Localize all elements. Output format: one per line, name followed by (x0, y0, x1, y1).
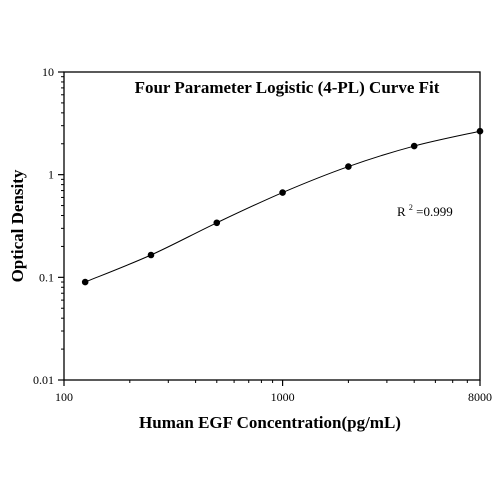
plot-frame (63, 71, 481, 381)
x-tick-label: 1000 (271, 390, 295, 404)
x-tick-label: 100 (55, 390, 73, 404)
chart-title: Four Parameter Logistic (4-PL) Curve Fit (135, 78, 440, 97)
data-point (279, 189, 286, 196)
r-squared-superscript: 2 (409, 203, 413, 212)
data-point (476, 127, 484, 135)
x-axis-label: Human EGF Concentration(pg/mL) (139, 413, 401, 432)
data-point (345, 163, 352, 170)
y-axis-ticks: 10 1 0.1 0.01 (33, 65, 64, 387)
y-tick-label: 10 (42, 65, 54, 79)
data-point (213, 219, 221, 227)
y-tick-label: 0.01 (33, 373, 54, 387)
plot-border (63, 71, 481, 381)
y-axis-label: Optical Density (8, 169, 27, 282)
x-axis-ticks: 100 1000 8000 (55, 380, 492, 404)
data-points-layer (81, 127, 484, 286)
data-point (410, 142, 418, 150)
y-tick-label: 0.1 (39, 270, 54, 284)
data-point (81, 278, 89, 286)
r-squared-prefix: R (397, 204, 406, 219)
data-point (147, 251, 155, 259)
x-tick-label: 8000 (468, 390, 492, 404)
r-squared-value: =0.999 (416, 204, 453, 219)
r-squared-annotation: R 2 =0.999 (397, 198, 453, 219)
y-tick-label: 1 (48, 168, 54, 182)
